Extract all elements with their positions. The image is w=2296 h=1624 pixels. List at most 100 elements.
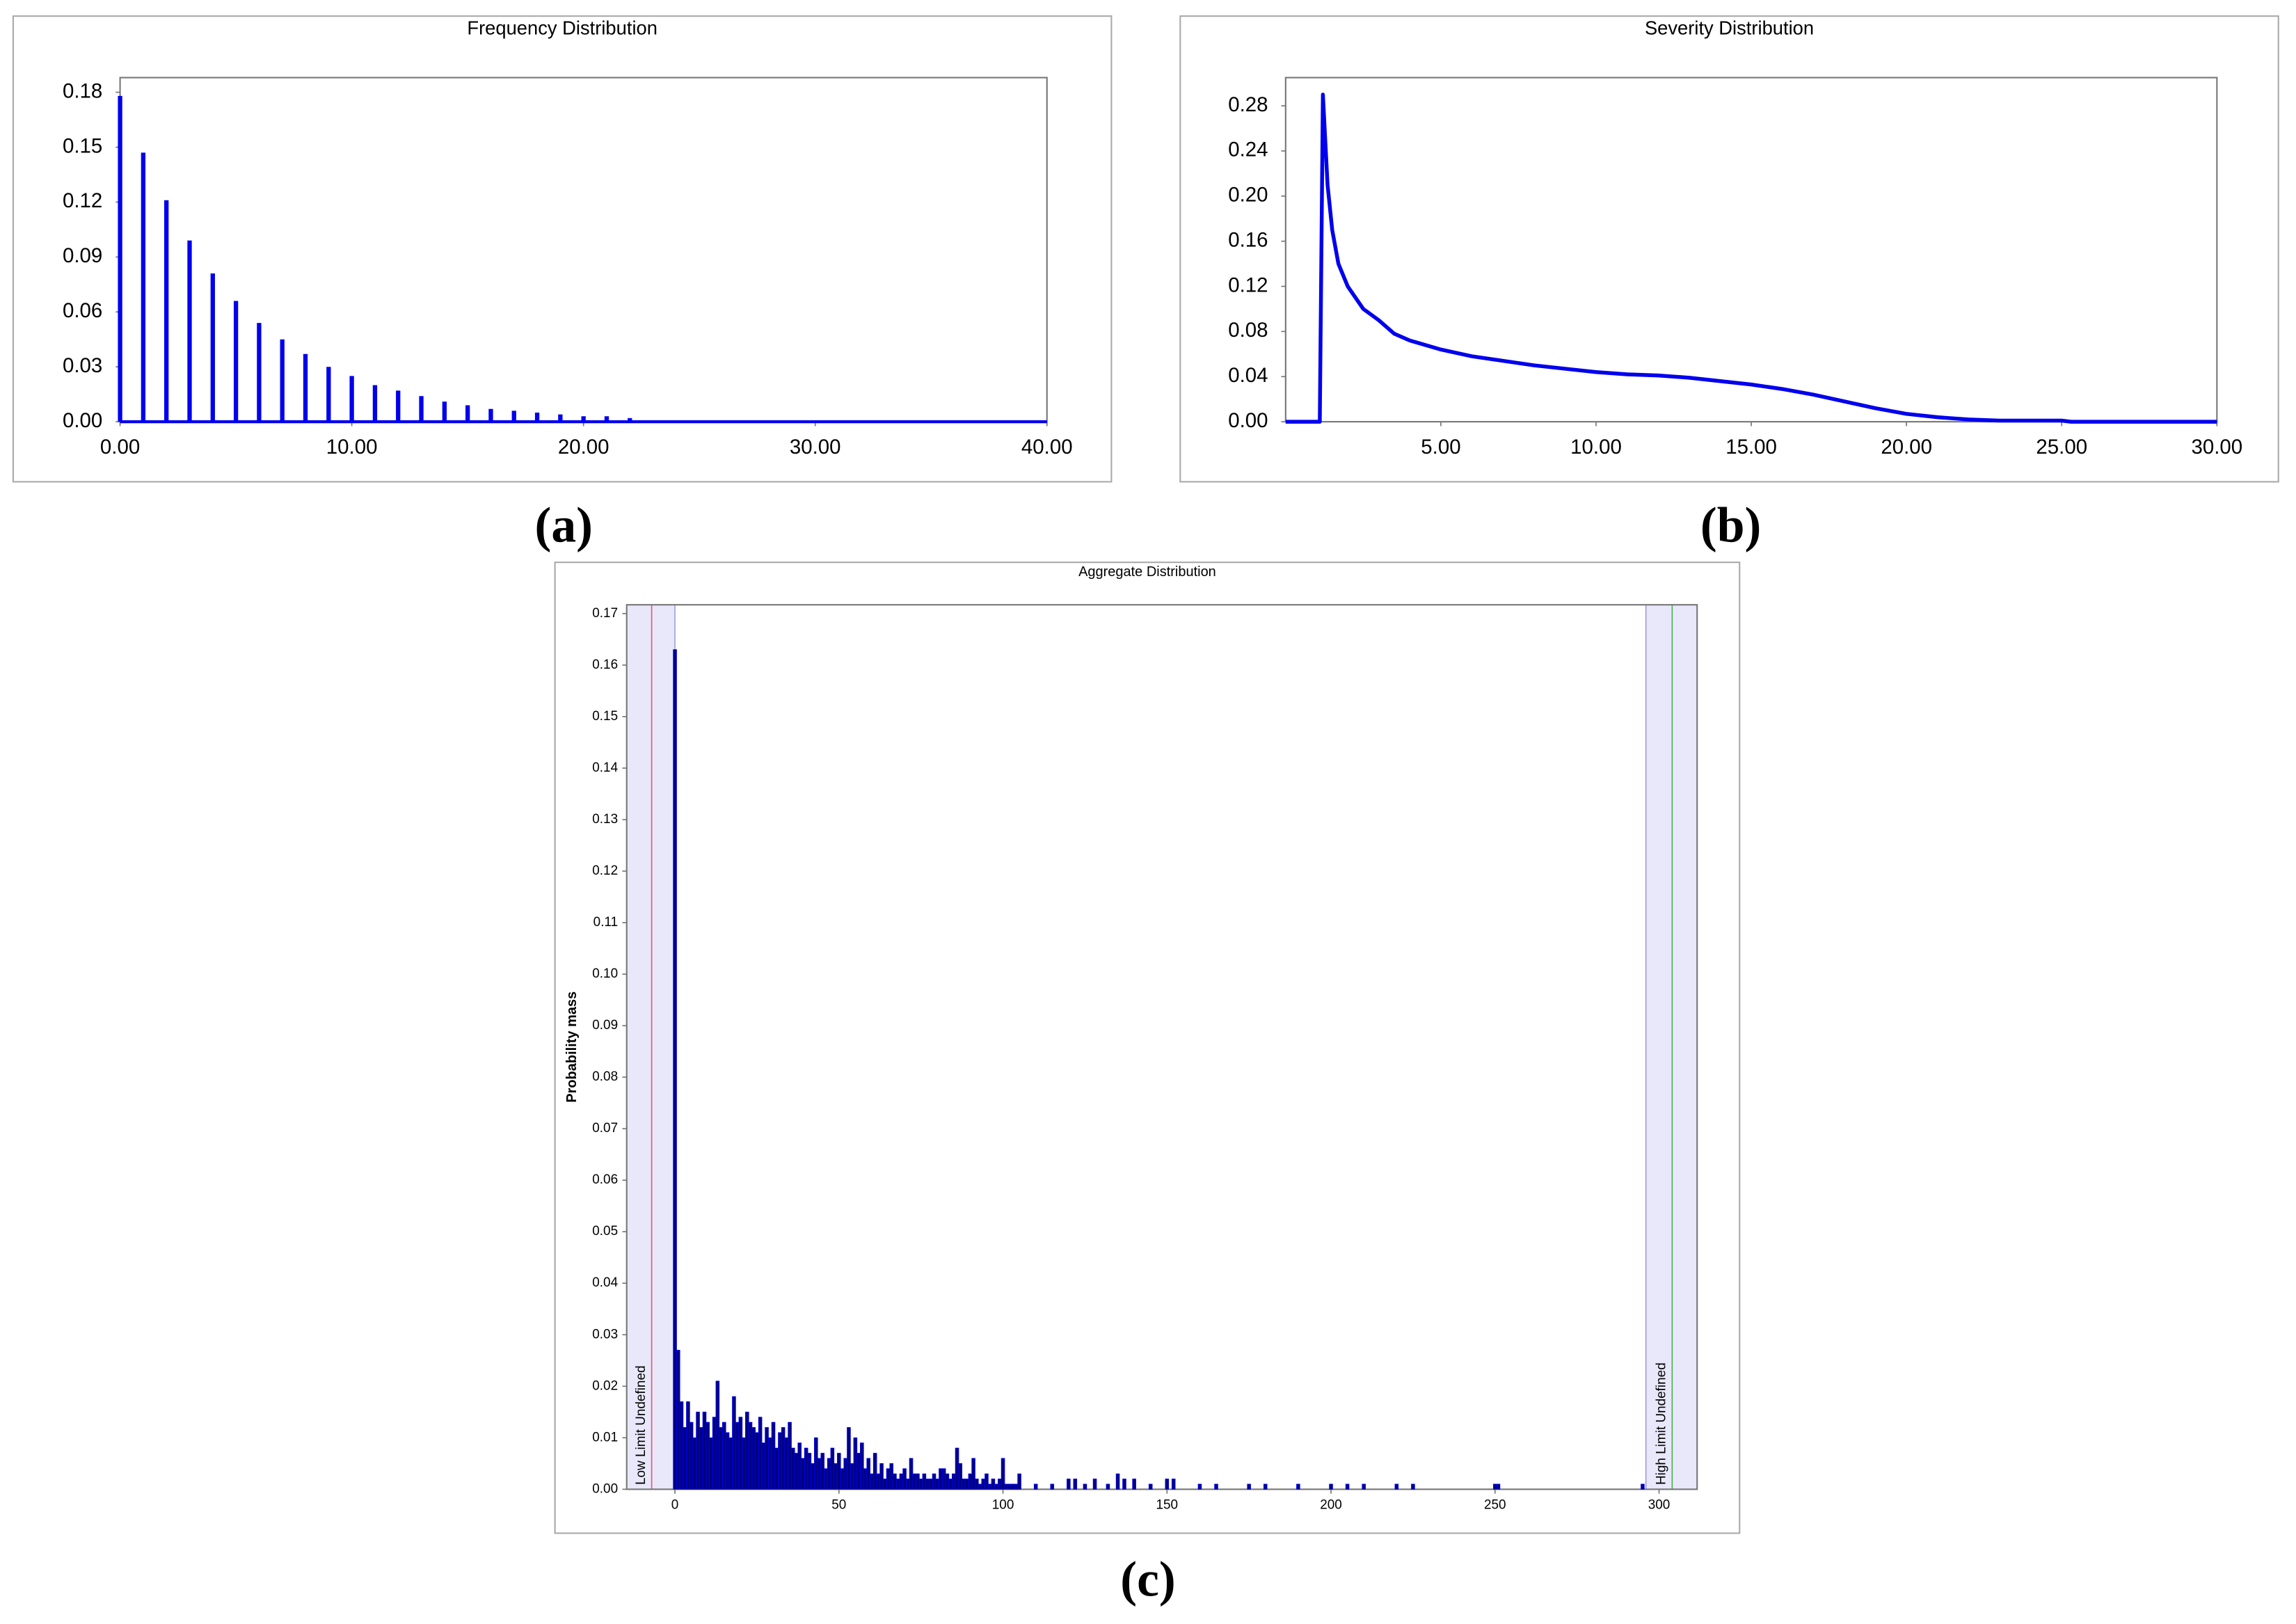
bar	[948, 1479, 952, 1490]
bar	[994, 1483, 998, 1490]
bar	[742, 1437, 746, 1490]
bar	[784, 1437, 789, 1490]
bar	[955, 1447, 959, 1490]
bar	[817, 1458, 822, 1490]
bar	[745, 1411, 749, 1490]
shaded-range	[1645, 604, 1698, 1490]
y-tick-label: 0.00	[1228, 409, 1268, 432]
y-tick-label: 0.13	[592, 812, 618, 827]
bar	[1004, 1483, 1009, 1490]
bar	[870, 1473, 874, 1490]
limit-label: High Limit Undefined	[1655, 1362, 1669, 1485]
bar	[791, 1447, 795, 1490]
bar	[991, 1479, 996, 1490]
bar	[758, 1417, 763, 1490]
y-tick-label: 0.16	[592, 658, 618, 672]
bar	[1007, 1483, 1012, 1490]
x-tick-label: 150	[1156, 1498, 1178, 1513]
x-tick-label: 30.00	[790, 436, 841, 459]
bar	[987, 1483, 992, 1490]
bar	[840, 1468, 845, 1490]
bar	[679, 1401, 684, 1490]
bar	[1214, 1483, 1218, 1490]
y-tick-label: 0.12	[63, 189, 102, 212]
y-tick-label: 0.03	[592, 1327, 618, 1342]
chart-title: Severity Distribution	[1645, 17, 1814, 38]
bar	[863, 1468, 868, 1490]
x-tick-label: 15.00	[1725, 436, 1777, 459]
y-tick-label: 0.15	[63, 134, 102, 157]
bar	[768, 1437, 772, 1490]
y-tick-label: 0.14	[592, 761, 618, 775]
bar	[1083, 1483, 1087, 1490]
bar	[755, 1432, 759, 1490]
bar	[830, 1447, 835, 1490]
x-tick-label: 300	[1648, 1498, 1671, 1513]
y-tick-label: 0.09	[63, 244, 102, 267]
bar	[827, 1458, 831, 1490]
bar	[1345, 1483, 1350, 1490]
bar	[1394, 1483, 1399, 1490]
bar	[778, 1432, 782, 1490]
bar	[925, 1479, 930, 1490]
bar	[922, 1473, 927, 1490]
bar	[932, 1473, 936, 1490]
bar	[712, 1417, 717, 1490]
bar	[853, 1437, 858, 1490]
line-series	[1285, 93, 2217, 424]
bar	[683, 1427, 687, 1490]
bar	[909, 1458, 914, 1490]
bar	[984, 1473, 989, 1490]
bar	[1493, 1483, 1497, 1490]
bar	[751, 1427, 756, 1490]
bar	[895, 1479, 900, 1490]
bar	[1106, 1483, 1110, 1490]
bar	[968, 1473, 973, 1490]
bar	[939, 1468, 943, 1490]
bar	[702, 1411, 707, 1490]
x-tick-label: 10.00	[326, 436, 378, 459]
bar	[765, 1427, 769, 1490]
bar	[696, 1411, 700, 1490]
y-tick-label: 0.06	[63, 299, 102, 322]
bar	[761, 1442, 766, 1490]
x-tick-label: 20.00	[1881, 436, 1932, 459]
bar	[1017, 1473, 1021, 1490]
y-tick-label: 0.04	[592, 1275, 618, 1290]
bar	[975, 1479, 979, 1490]
bar	[811, 1463, 815, 1490]
bar	[1197, 1483, 1202, 1490]
bar	[676, 1350, 680, 1490]
bar	[971, 1458, 975, 1490]
y-tick-label: 0.08	[1228, 319, 1268, 342]
bar	[899, 1473, 904, 1490]
y-tick-label: 0.06	[592, 1172, 618, 1187]
y-tick-label: 0.28	[1228, 93, 1268, 116]
bar	[1165, 1479, 1170, 1490]
bar	[893, 1473, 897, 1490]
bar	[735, 1422, 740, 1490]
bar	[820, 1453, 825, 1490]
bar	[837, 1453, 841, 1490]
plot-frame	[625, 604, 1698, 1490]
bar	[929, 1479, 933, 1490]
y-tick-label: 0.07	[592, 1121, 618, 1136]
bar	[1411, 1483, 1415, 1490]
bar	[952, 1473, 956, 1490]
bar	[715, 1380, 720, 1490]
bar	[722, 1422, 726, 1490]
bar	[804, 1447, 808, 1490]
bar	[964, 1479, 969, 1490]
bar	[978, 1483, 982, 1490]
y-tick-label: 0.17	[592, 606, 618, 621]
bar	[906, 1479, 910, 1490]
x-tick-label: 10.00	[1570, 436, 1622, 459]
y-tick-label: 0.10	[592, 966, 618, 981]
bar	[860, 1442, 864, 1490]
y-tick-label: 0.02	[592, 1378, 618, 1393]
bar	[699, 1427, 703, 1490]
panel-label: (b)	[1700, 497, 1761, 552]
y-tick-label: 0.24	[1228, 138, 1268, 161]
bar	[801, 1458, 805, 1490]
